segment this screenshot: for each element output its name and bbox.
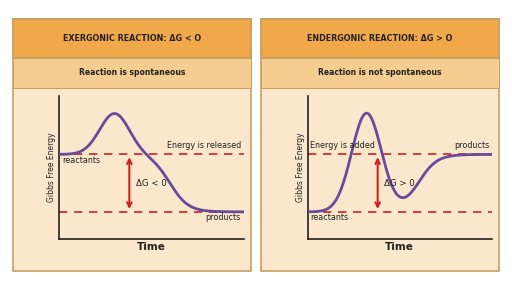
Y-axis label: Gibbs Free Energy: Gibbs Free Energy: [48, 132, 56, 202]
Text: Energy is added: Energy is added: [310, 141, 375, 150]
Text: ΔG > 0: ΔG > 0: [384, 179, 415, 188]
X-axis label: Time: Time: [386, 242, 414, 252]
Text: ΔG < 0: ΔG < 0: [136, 179, 166, 188]
Text: ENDERGONIC REACTION: ΔG > O: ENDERGONIC REACTION: ΔG > O: [308, 34, 453, 43]
Text: products: products: [206, 213, 241, 222]
Text: Reaction is spontaneous: Reaction is spontaneous: [79, 68, 185, 77]
Text: reactants: reactants: [310, 213, 349, 222]
Text: Reaction is not spontaneous: Reaction is not spontaneous: [318, 68, 442, 77]
X-axis label: Time: Time: [137, 242, 166, 252]
Text: reactants: reactants: [62, 156, 100, 165]
Text: EXERGONIC REACTION: ΔG < O: EXERGONIC REACTION: ΔG < O: [63, 34, 201, 43]
Text: Energy is released: Energy is released: [167, 141, 241, 150]
Y-axis label: Gibbs Free Energy: Gibbs Free Energy: [296, 132, 305, 202]
Text: products: products: [454, 141, 489, 150]
